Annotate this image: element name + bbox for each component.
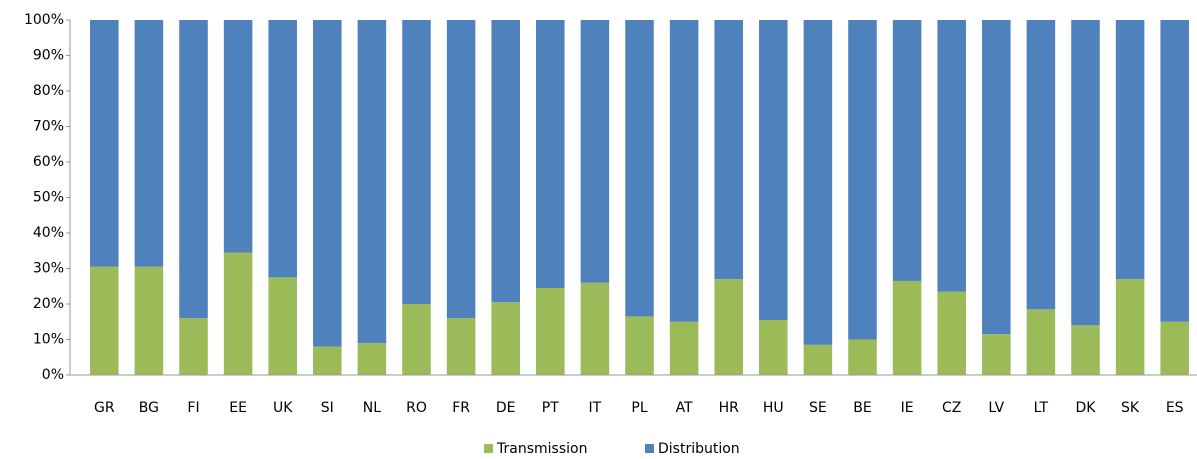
x-tick-label: ES bbox=[1166, 400, 1184, 416]
legend-swatch bbox=[645, 444, 654, 453]
bar-segment bbox=[669, 321, 699, 375]
bar-segment bbox=[179, 20, 208, 319]
bar-segment bbox=[491, 20, 520, 303]
bar-segment bbox=[1115, 20, 1145, 280]
bar-segment bbox=[134, 266, 164, 375]
bar-segment bbox=[223, 20, 253, 253]
bar-segment bbox=[1160, 20, 1189, 322]
bar-segment bbox=[179, 318, 208, 375]
x-tick-label: GR bbox=[94, 400, 115, 416]
bar-segment bbox=[759, 20, 788, 320]
bar-segment bbox=[1071, 20, 1100, 326]
bar-segment bbox=[402, 304, 431, 375]
x-tick-label: RO bbox=[406, 400, 427, 416]
bar-segment bbox=[892, 280, 922, 375]
legend-label: Distribution bbox=[658, 441, 740, 457]
bar-segment bbox=[982, 20, 1011, 335]
x-tick-label: DE bbox=[496, 400, 516, 416]
bar-segment bbox=[268, 277, 297, 375]
y-tick-label: 90% bbox=[33, 48, 64, 64]
x-tick-label: SE bbox=[809, 400, 827, 416]
legend-swatch bbox=[484, 444, 493, 453]
bar-segment bbox=[536, 288, 565, 375]
bar-segment bbox=[625, 20, 654, 317]
bar-segment bbox=[446, 20, 476, 319]
bar-segment bbox=[1026, 309, 1056, 375]
x-tick-label: SK bbox=[1121, 400, 1140, 416]
bar-segment bbox=[357, 20, 387, 344]
x-tick-label: IT bbox=[589, 400, 602, 416]
bar-segment bbox=[580, 20, 610, 283]
x-tick-label: FI bbox=[187, 400, 199, 416]
legend-label: Transmission bbox=[496, 441, 587, 457]
bar-segment bbox=[268, 20, 297, 278]
bar-segment bbox=[536, 20, 565, 289]
bar-segment bbox=[848, 339, 877, 375]
bar-segment bbox=[223, 252, 253, 375]
x-tick-label: LV bbox=[988, 400, 1004, 416]
x-tick-label: NL bbox=[363, 400, 381, 416]
bar-segment bbox=[759, 319, 788, 375]
y-tick-label: 70% bbox=[33, 119, 64, 135]
x-tick-label: BG bbox=[139, 400, 159, 416]
bar-segment bbox=[714, 279, 743, 375]
bar-segment bbox=[1071, 325, 1100, 375]
x-tick-label: UK bbox=[273, 400, 293, 416]
bar-segment bbox=[1160, 321, 1189, 375]
bar-segment bbox=[1026, 20, 1056, 310]
bar-segment bbox=[580, 282, 610, 375]
y-tick-label: 20% bbox=[33, 296, 64, 312]
y-tick-label: 30% bbox=[33, 261, 64, 277]
y-tick-label: 10% bbox=[33, 332, 64, 348]
bar-segment bbox=[937, 291, 966, 375]
x-tick-label: BE bbox=[853, 400, 871, 416]
x-tick-label: CZ bbox=[942, 400, 961, 416]
bar-segment bbox=[848, 20, 877, 340]
y-tick-label: 50% bbox=[33, 190, 64, 206]
bar-segment bbox=[714, 20, 743, 280]
bar-segment bbox=[134, 20, 164, 267]
y-tick-label: 0% bbox=[42, 367, 64, 383]
bar-segment bbox=[803, 344, 833, 375]
bar-segment bbox=[982, 334, 1011, 375]
bar-segment bbox=[313, 20, 342, 347]
y-tick-label: 40% bbox=[33, 225, 64, 241]
bar-segment bbox=[892, 20, 922, 281]
x-tick-label: IE bbox=[901, 400, 914, 416]
bar-segment bbox=[1115, 279, 1145, 375]
x-tick-label: HR bbox=[719, 400, 740, 416]
x-tick-label: LT bbox=[1034, 400, 1049, 416]
bar-segment bbox=[491, 302, 520, 375]
x-tick-label: HU bbox=[763, 400, 784, 416]
y-tick-label: 60% bbox=[33, 154, 64, 170]
bar-segment bbox=[937, 20, 966, 292]
bar-segment bbox=[90, 20, 119, 267]
bar-segment bbox=[803, 20, 833, 345]
bar-segment bbox=[402, 20, 431, 304]
x-tick-label: PL bbox=[631, 400, 647, 416]
x-tick-label: DK bbox=[1076, 400, 1097, 416]
x-tick-label: EE bbox=[229, 400, 247, 416]
bar-segment bbox=[357, 343, 387, 375]
x-tick-label: PT bbox=[542, 400, 559, 416]
bar-segment bbox=[313, 346, 342, 375]
bar-segment bbox=[625, 316, 654, 375]
y-tick-label: 80% bbox=[33, 83, 64, 99]
x-tick-label: AT bbox=[676, 400, 693, 416]
y-tick-label: 100% bbox=[24, 12, 64, 28]
x-tick-label: FR bbox=[452, 400, 470, 416]
x-tick-label: SI bbox=[321, 400, 334, 416]
bar-segment bbox=[446, 318, 476, 375]
bar-segment bbox=[669, 20, 699, 322]
bar-segment bbox=[90, 266, 119, 375]
